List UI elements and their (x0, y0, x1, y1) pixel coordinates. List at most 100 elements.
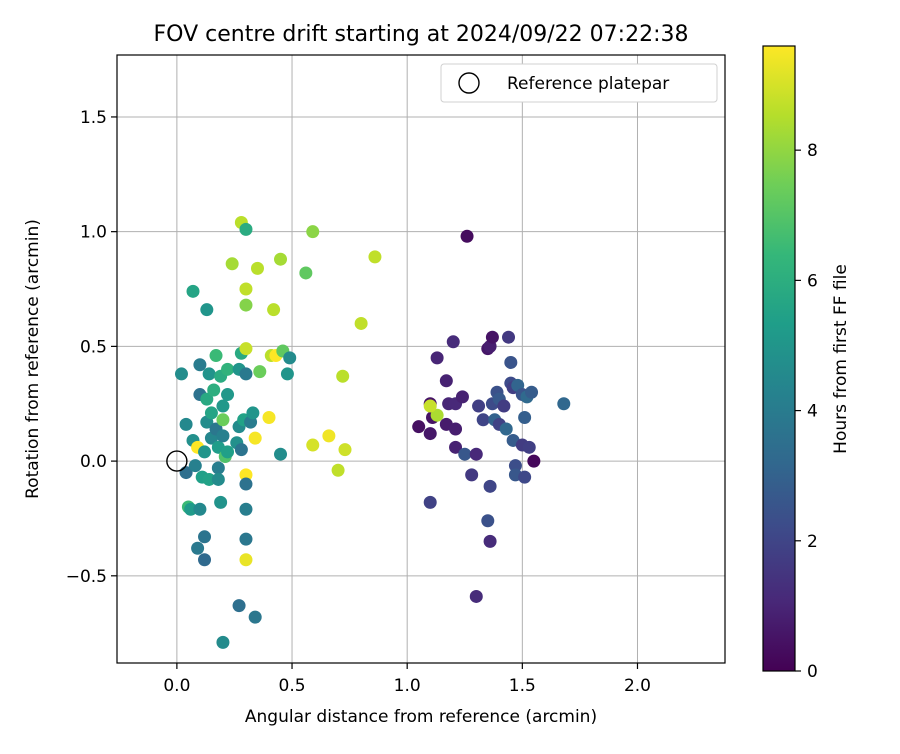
scatter-point (446, 335, 460, 349)
scatter-point (306, 438, 320, 452)
reference-point-marker (166, 450, 188, 472)
colorbar-ticks: 0 2 4 6 8 (795, 141, 818, 682)
colorbar-tick-label: 2 (807, 532, 818, 552)
scatter-point (214, 495, 228, 509)
scatter-point (179, 417, 193, 431)
scatter-point (248, 431, 262, 445)
scatter-point (239, 342, 253, 356)
legend: Reference platepar (440, 63, 718, 103)
scatter-point (485, 330, 499, 344)
scatter-point (354, 316, 368, 330)
scatter-point (191, 541, 205, 555)
scatter-point (221, 388, 235, 402)
scatter-point (211, 461, 225, 475)
y-axis-label: Rotation from reference (arcmin) (23, 219, 43, 499)
scatter-point (283, 351, 297, 365)
scatter-point (449, 422, 463, 436)
colorbar-tick-label: 8 (807, 141, 818, 161)
y-tick-label: −0.5 (66, 567, 107, 587)
scatter-point (221, 362, 235, 376)
scatter-point (262, 411, 276, 425)
colorbar-tick-label: 4 (807, 402, 818, 422)
scatter-point (449, 440, 463, 454)
scatter-point (239, 222, 253, 236)
scatter-point (193, 358, 207, 372)
scatter-point (216, 635, 230, 649)
y-axis-ticks: −0.5 0.0 0.5 1.0 1.5 (66, 108, 117, 587)
scatter-point (198, 445, 212, 459)
scatter-point (216, 399, 230, 413)
scatter-point (202, 472, 216, 486)
scatter-point (502, 330, 516, 344)
x-tick-label: 1.0 (394, 676, 421, 696)
legend-label: Reference platepar (507, 74, 669, 94)
scatter-point (253, 365, 267, 379)
scatter-point (465, 468, 479, 482)
x-axis-label: Angular distance from reference (arcmin) (245, 707, 597, 727)
scatter-point (274, 252, 288, 266)
scatter-point (522, 440, 536, 454)
scatter-point (430, 408, 444, 422)
colorbar: 0 2 4 6 8 Hours from first FF file (762, 45, 851, 682)
scatter-point (525, 385, 539, 399)
scatter-point (204, 406, 218, 420)
colorbar-tick-label: 6 (807, 271, 818, 291)
scatter-point (557, 397, 571, 411)
x-tick-label: 1.5 (509, 676, 536, 696)
x-tick-label: 2.0 (624, 676, 651, 696)
scatter-point (280, 367, 294, 381)
scatter-point (174, 367, 188, 381)
scatter-point (202, 367, 216, 381)
scatter-point (518, 411, 532, 425)
scatter-point (412, 420, 426, 434)
legend-marker-icon (458, 72, 480, 94)
scatter-point (211, 472, 225, 486)
scatter-point (483, 479, 497, 493)
scatter-point (184, 502, 198, 516)
scatter-point (497, 399, 511, 413)
scatter-point (209, 349, 223, 363)
scatter-point (518, 470, 532, 484)
scatter-point (423, 427, 437, 441)
chart-title: FOV centre drift starting at 2024/09/22 … (154, 22, 689, 47)
scatter-point (338, 443, 352, 457)
scatter-point (193, 502, 207, 516)
scatter-point (250, 261, 264, 275)
scatter-point (225, 257, 239, 271)
scatter-point (188, 459, 202, 473)
scatter-point (508, 459, 522, 473)
scatter-point (234, 443, 248, 457)
legend-box (440, 63, 718, 103)
scatter-point (216, 413, 230, 427)
scatter-point (239, 477, 253, 491)
y-tick-label: 0.0 (80, 452, 107, 472)
scatter-point (246, 406, 260, 420)
scatter-point (239, 468, 253, 482)
scatter-point (216, 429, 230, 443)
y-tick-label: 1.0 (80, 223, 107, 243)
scatter-point (239, 502, 253, 516)
scatter-point (248, 610, 262, 624)
x-tick-label: 0.5 (279, 676, 306, 696)
scatter-point (423, 495, 437, 509)
scatter-point (322, 429, 336, 443)
scatter-point (207, 383, 221, 397)
scatter-point (499, 422, 513, 436)
scatter-point (200, 392, 214, 406)
scatter-point (239, 553, 253, 567)
scatter-point (198, 553, 212, 567)
data-points (174, 215, 571, 649)
y-tick-label: 0.5 (80, 337, 107, 357)
scatter-point (239, 298, 253, 312)
scatter-point (186, 284, 200, 298)
scatter-point (458, 447, 472, 461)
colorbar-label: Hours from first FF file (831, 264, 851, 454)
scatter-point (460, 229, 474, 243)
scatter-point (221, 445, 235, 459)
plot-frame (116, 54, 726, 664)
y-tick-label: 1.5 (80, 108, 107, 128)
scatter-point (469, 447, 483, 461)
scatter-point (439, 374, 453, 388)
colorbar-gradient (762, 45, 796, 672)
